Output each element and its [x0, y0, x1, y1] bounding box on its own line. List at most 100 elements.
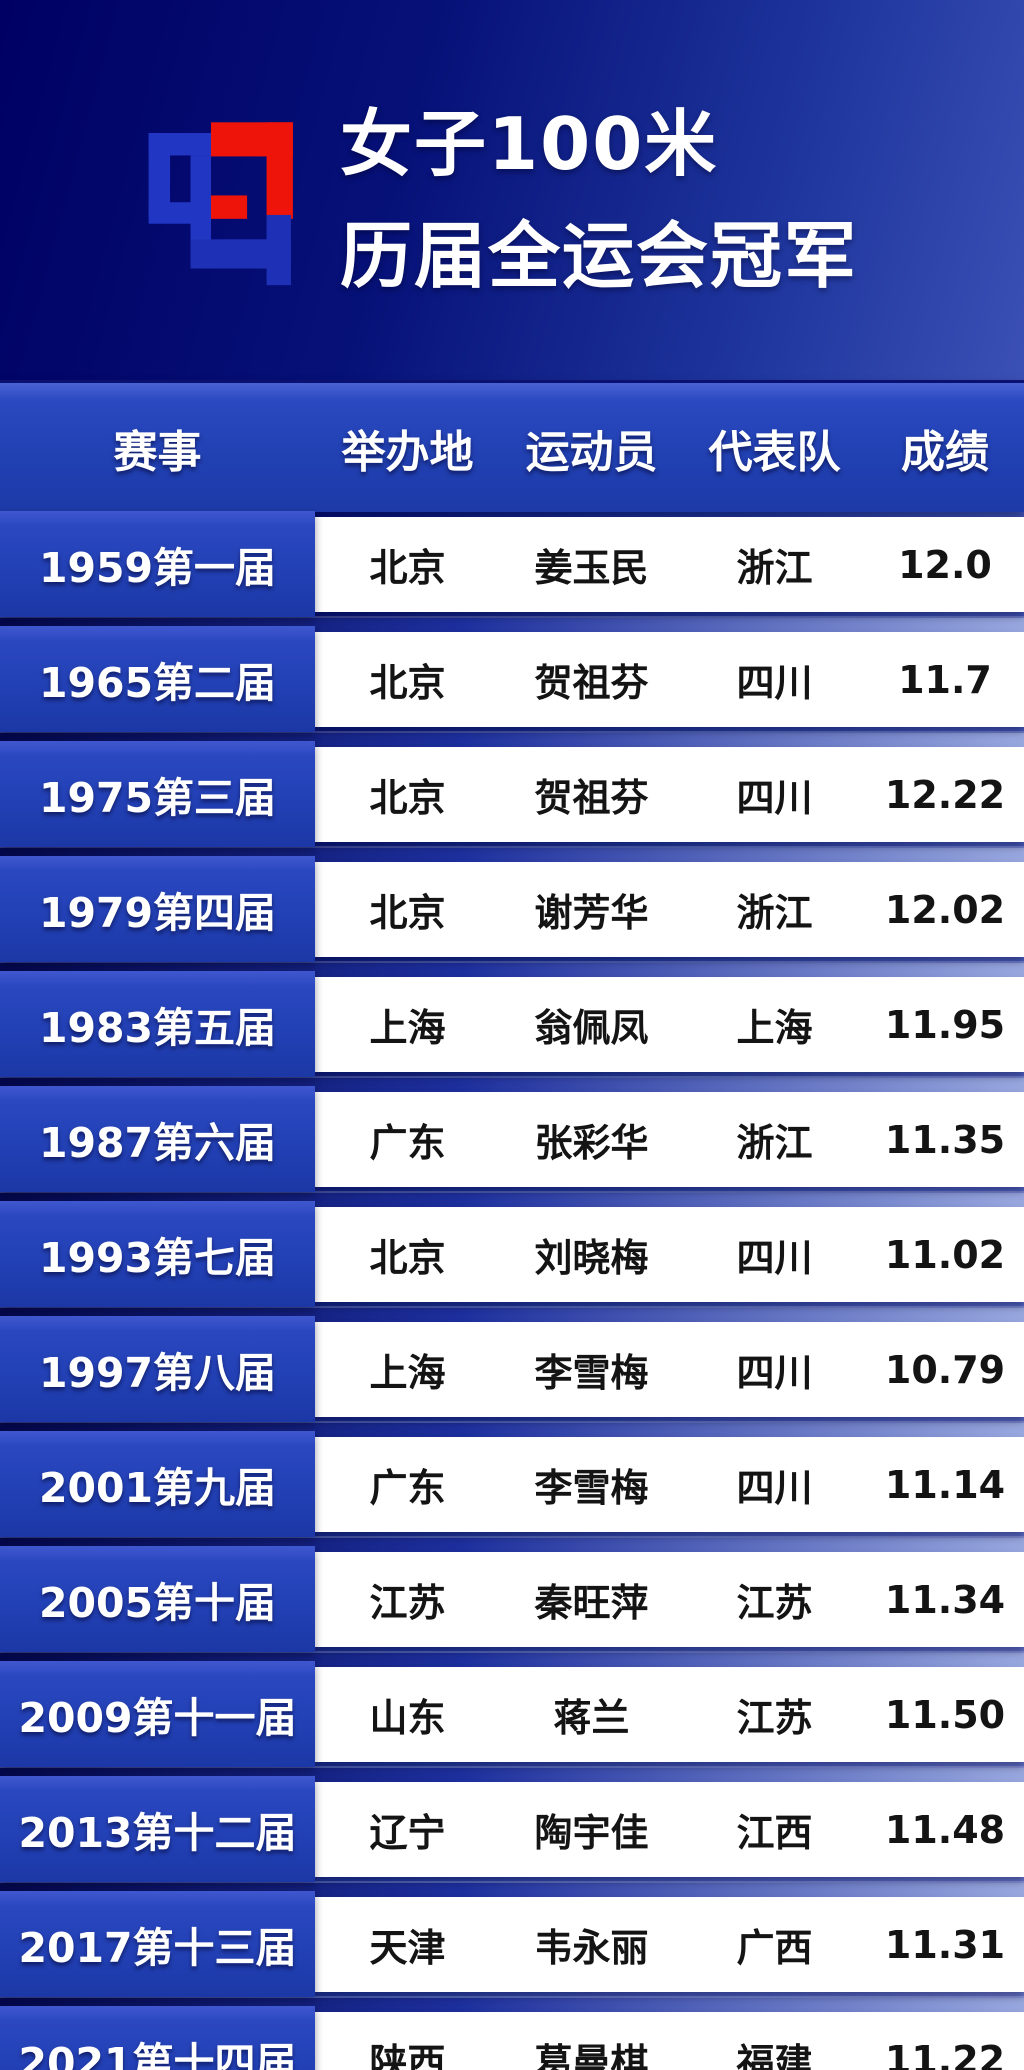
title-line-2: 历届全运会冠军: [340, 214, 859, 298]
team-cell: 四川: [736, 776, 813, 820]
event-cell: 2017第十三届: [0, 1891, 315, 1997]
team-cell: 四川: [736, 1466, 813, 1510]
table-row: 2021第十四届 陕西 葛曼棋 福建 11.22: [0, 2006, 1024, 2070]
team-cell: 福建: [736, 2041, 813, 2070]
event-cell: 2005第十届: [0, 1546, 315, 1652]
team-cell: 浙江: [736, 891, 813, 935]
result-cell: 11.14: [884, 1462, 1006, 1507]
column-header-host: 举办地: [341, 426, 474, 478]
team-cell: 四川: [736, 1351, 813, 1395]
row-white-bar: 北京 贺祖芬 四川 12.22: [315, 747, 1024, 842]
result-cell: 10.79: [884, 1347, 1006, 1392]
event-cell: 1965第二届: [0, 626, 315, 732]
result-cell: 11.02: [884, 1232, 1006, 1277]
result-cell: 11.34: [884, 1577, 1006, 1622]
athlete-cell: 李雪梅: [534, 1466, 649, 1510]
athlete-cell: 葛曼棋: [534, 2041, 649, 2070]
row-white-bar: 北京 谢芳华 浙江 12.02: [315, 862, 1024, 957]
host-cell: 北京: [369, 776, 446, 820]
host-cell: 北京: [369, 891, 446, 935]
event-cell: 1987第六届: [0, 1086, 315, 1192]
event-cell: 1975第三届: [0, 741, 315, 847]
column-header-result: 成绩: [901, 426, 989, 478]
result-cell: 12.0: [898, 542, 992, 587]
column-header-event: 赛事: [113, 426, 202, 478]
athlete-cell: 张彩华: [534, 1121, 649, 1165]
host-cell: 江苏: [369, 1581, 446, 1625]
page-title: 女子100米 历届全运会冠军: [340, 88, 858, 312]
host-cell: 北京: [369, 546, 446, 590]
event-cell: 2013第十二届: [0, 1776, 315, 1882]
table-row: 2017第十三届 天津 韦永丽 广西 11.31: [0, 1891, 1024, 2013]
athlete-cell: 刘晓梅: [534, 1236, 649, 1280]
row-white-bar: 陕西 葛曼棋 福建 11.22: [315, 2012, 1024, 2070]
table-row: 2013第十二届 辽宁 陶宇佳 江西 11.48: [0, 1776, 1024, 1898]
event-cell: 1983第五届: [0, 971, 315, 1077]
row-white-bar: 上海 李雪梅 四川 10.79: [315, 1322, 1024, 1417]
athlete-cell: 蒋兰: [553, 1696, 630, 1740]
table-header-row: 赛事 举办地 运动员 代表队 成绩: [0, 380, 1024, 512]
host-cell: 天津: [369, 1926, 446, 1970]
result-cell: 12.22: [884, 772, 1006, 817]
column-header-team: 代表队: [708, 426, 841, 478]
athlete-cell: 李雪梅: [534, 1351, 649, 1395]
table-row: 1975第三届 北京 贺祖芬 四川 12.22: [0, 741, 1024, 863]
row-white-bar: 天津 韦永丽 广西 11.31: [315, 1897, 1024, 1992]
host-cell: 广东: [369, 1466, 446, 1510]
result-cell: 11.95: [884, 1002, 1006, 1047]
result-cell: 11.7: [898, 657, 992, 702]
athlete-cell: 贺祖芬: [534, 776, 649, 820]
result-cell: 11.35: [884, 1117, 1006, 1162]
table-row: 1983第五届 上海 翁佩凤 上海 11.95: [0, 971, 1024, 1093]
row-white-bar: 北京 姜玉民 浙江 12.0: [315, 517, 1024, 612]
table-row: 1997第八届 上海 李雪梅 四川 10.79: [0, 1316, 1024, 1438]
row-white-bar: 北京 刘晓梅 四川 11.02: [315, 1207, 1024, 1302]
host-cell: 上海: [369, 1351, 446, 1395]
table-row: 2009第十一届 山东 蒋兰 江苏 11.50: [0, 1661, 1024, 1783]
team-cell: 浙江: [736, 1121, 813, 1165]
host-cell: 上海: [369, 1006, 446, 1050]
result-cell: 11.50: [884, 1692, 1006, 1737]
column-header-athlete: 运动员: [525, 426, 658, 478]
athlete-cell: 秦旺萍: [534, 1581, 649, 1625]
event-cell: 2001第九届: [0, 1431, 315, 1537]
row-white-bar: 广东 李雪梅 四川 11.14: [315, 1437, 1024, 1532]
brand-logo-icon: [148, 122, 293, 286]
row-white-bar: 辽宁 陶宇佳 江西 11.48: [315, 1782, 1024, 1877]
athlete-cell: 陶宇佳: [534, 1811, 649, 1855]
row-white-bar: 上海 翁佩凤 上海 11.95: [315, 977, 1024, 1072]
host-cell: 山东: [369, 1696, 446, 1740]
host-cell: 陕西: [369, 2041, 446, 2070]
table-row: 2005第十届 江苏 秦旺萍 江苏 11.34: [0, 1546, 1024, 1668]
event-cell: 1959第一届: [0, 511, 315, 617]
table-row: 1965第二届 北京 贺祖芬 四川 11.7: [0, 626, 1024, 748]
team-cell: 江西: [736, 1811, 813, 1855]
team-cell: 上海: [736, 1006, 813, 1050]
table-row: 1979第四届 北京 谢芳华 浙江 12.02: [0, 856, 1024, 978]
event-cell: 1979第四届: [0, 856, 315, 962]
event-cell: 1993第七届: [0, 1201, 315, 1307]
event-cell: 2021第十四届: [0, 2006, 315, 2070]
athlete-cell: 贺祖芬: [534, 661, 649, 705]
result-cell: 11.22: [884, 2037, 1006, 2070]
athlete-cell: 翁佩凤: [534, 1006, 649, 1050]
title-line-1: 女子100米: [340, 102, 719, 186]
result-cell: 11.31: [884, 1922, 1006, 1967]
row-white-bar: 广东 张彩华 浙江 11.35: [315, 1092, 1024, 1187]
row-white-bar: 江苏 秦旺萍 江苏 11.34: [315, 1552, 1024, 1647]
table-body: 1959第一届 北京 姜玉民 浙江 12.0 1965第二届 北京 贺祖芬 四川…: [0, 511, 1024, 2070]
table-row: 1987第六届 广东 张彩华 浙江 11.35: [0, 1086, 1024, 1208]
event-cell: 2009第十一届: [0, 1661, 315, 1767]
team-cell: 四川: [736, 661, 813, 705]
team-cell: 广西: [736, 1926, 813, 1970]
row-white-bar: 北京 贺祖芬 四川 11.7: [315, 632, 1024, 727]
table-row: 2001第九届 广东 李雪梅 四川 11.14: [0, 1431, 1024, 1553]
athlete-cell: 谢芳华: [534, 891, 649, 935]
table-row: 1993第七届 北京 刘晓梅 四川 11.02: [0, 1201, 1024, 1323]
host-cell: 北京: [369, 661, 446, 705]
athlete-cell: 姜玉民: [534, 546, 649, 590]
result-cell: 11.48: [884, 1807, 1006, 1852]
host-cell: 辽宁: [369, 1811, 446, 1855]
team-cell: 江苏: [736, 1696, 813, 1740]
